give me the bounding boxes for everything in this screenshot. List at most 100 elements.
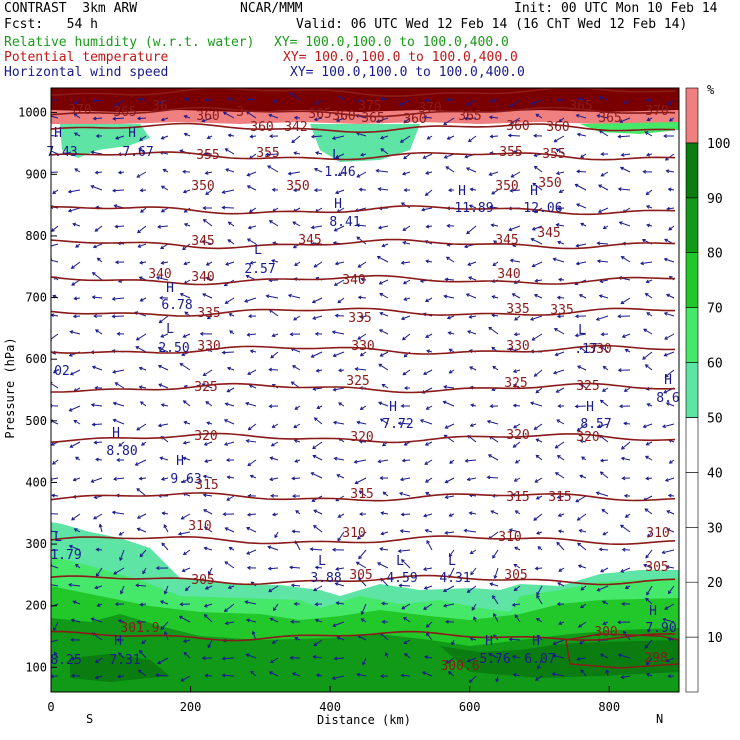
wind-vector-head [203,442,208,446]
wind-vector-head [181,479,186,483]
wind-vector-head [469,366,473,370]
wind-vector-head [112,369,117,374]
wind-vector [510,189,521,192]
wind-vector-head [47,245,50,248]
theta-label: 360 [332,109,355,124]
wind-vector-head [92,116,97,121]
wind-vector [227,387,235,393]
wind-vector [136,423,147,431]
wind-vector-head [158,319,163,324]
wind-vector [268,546,279,551]
wind-vector [357,421,367,425]
wind-vector [268,567,279,570]
wind-vector-head [421,207,425,212]
wind-vector-head [579,640,583,645]
wind-vector-head [271,187,276,192]
wind-vector [93,513,103,520]
wind-vector-head [336,636,341,640]
wind-vector-head [577,542,581,547]
wind-vector-head [531,226,536,231]
wind-vector [137,117,147,120]
wind-vector-head [313,167,318,172]
wind-vector [332,135,345,140]
wind-vector [270,351,279,359]
wind-vector [447,135,455,140]
wind-vector [70,331,81,335]
wind-vector-head [423,371,427,375]
wind-vector-head [338,368,342,373]
theta-label: 305 [504,568,527,583]
wind-vector [426,632,433,641]
wind-vector-head [226,475,231,480]
wind-vector-head [646,673,650,677]
wind-vector-head [70,265,75,269]
wind-vector-head [466,589,471,593]
wind-vector [224,441,235,446]
wind-vector-head [576,657,581,661]
wind-vector [226,495,235,501]
wind-vector [423,603,433,610]
wind-vector [537,657,543,669]
wind-vector-head [336,474,341,478]
wind-vector [336,567,345,570]
wind-vector [379,279,389,285]
wind-vector-head [619,166,624,171]
wind-vector [91,618,103,623]
wind-vector-head [74,563,79,568]
wind-vector [423,513,433,517]
wind-vector [73,99,81,104]
theta-label: 298 [644,651,667,666]
wind-vector-head [379,135,384,140]
wind-vector-head [356,98,361,103]
wind-vector-head [577,564,582,569]
wind-vector-head [597,424,602,429]
wind-vector-head [666,528,671,532]
wind-vector-head [444,425,449,429]
wind-vector-head [205,262,210,266]
wind-vector-head [183,223,188,227]
wind-vector [139,477,147,480]
wind-vector-head [331,136,336,140]
theta-label: 355 [196,148,219,163]
wind-vector [468,135,477,142]
wind-vector-head [465,293,470,297]
wind-vector-head [182,334,187,338]
wind-vector [398,549,411,552]
wind-vector-head [448,369,453,374]
wind-vector [246,653,257,659]
wind-vector-head [617,314,622,319]
wind-vector [491,510,499,515]
wind-vector-head [645,441,650,446]
theta-label: 365 [113,105,136,120]
wind-vector-head [159,600,164,605]
wind-vector [646,312,653,317]
wind-vector-head [668,226,673,231]
wind-vector [400,135,411,143]
wind-extremum-marker: H [664,373,672,388]
wind-extremum-value: .17 [574,342,597,357]
theta-contours [51,88,676,642]
wind-vector-head [312,316,317,320]
wind-vector [184,421,191,425]
wind-vector-head [313,587,318,592]
wind-vector-head [160,135,165,140]
wind-vector [204,459,213,462]
wind-vector [246,111,257,119]
wind-vector-head [313,188,318,193]
wind-vector-head [51,205,54,209]
wind-vector-head [446,136,451,140]
wind-vector [646,189,653,195]
wind-vector [137,225,147,233]
wind-vector-head [161,542,166,547]
wind-vector [203,494,213,497]
wind-vector [73,113,81,119]
wind-vector [115,135,125,140]
wind-vector-head [469,423,474,427]
wind-extremum-value: 7.31 [109,653,140,668]
wind-vector-head [534,566,539,571]
wind-vector-head [358,490,363,495]
wind-vector [119,549,125,561]
wind-vector [382,384,389,389]
wind-vector-head [222,512,227,517]
wind-vector-head [422,155,427,159]
